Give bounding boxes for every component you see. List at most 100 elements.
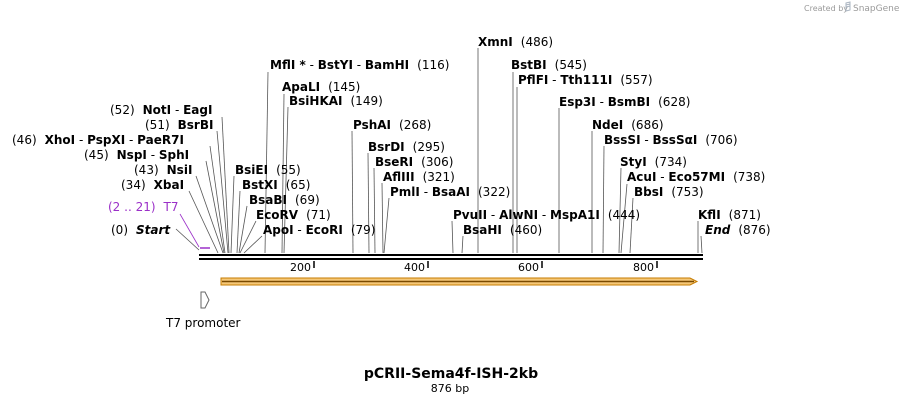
label-part: (51) <box>145 118 170 132</box>
label-part: BsaHI <box>463 223 502 237</box>
ruler-ticks <box>313 261 658 268</box>
label-part: ApoI <box>263 223 294 237</box>
dna-backbone <box>199 254 703 260</box>
label-part: (686) <box>631 118 663 132</box>
label-pflfi: PflFI - Tth111I (557) <box>518 73 653 87</box>
label-part: - <box>306 58 318 72</box>
label-part: (79) <box>351 223 376 237</box>
label-part: (306) <box>421 155 453 169</box>
label-apali: ApaLI (145) <box>282 80 360 94</box>
label-part: (71) <box>306 208 331 222</box>
label-part: AlwNI <box>499 208 538 222</box>
label-start: (0) Start <box>111 223 171 237</box>
label-part: (734) <box>655 155 687 169</box>
label-part: (43) <box>134 163 159 177</box>
label-part: - <box>420 185 432 199</box>
snapgene-logo-icon <box>845 1 851 12</box>
label-part: AflIII <box>383 170 415 184</box>
label-part: (295) <box>413 140 445 154</box>
label-part: PmlI <box>390 185 420 199</box>
label-kfli: KflI (871) <box>698 208 761 222</box>
label-part: End <box>705 223 731 237</box>
label-part: - <box>656 170 668 184</box>
label-part: BstXI <box>242 178 278 192</box>
label-nsii: (43) NsiI <box>134 163 192 177</box>
label-part: PshAI <box>353 118 391 132</box>
label-part: - <box>548 73 560 87</box>
label-bseri: BseRI (306) <box>375 155 453 169</box>
label-part: PvuII <box>453 208 487 222</box>
label-part: - <box>353 58 365 72</box>
label-part: Start <box>136 223 171 237</box>
label-bsihkai: BsiHKAI (149) <box>289 94 383 108</box>
label-part: (145) <box>328 80 360 94</box>
label-part: (871) <box>729 208 761 222</box>
brand-text: SnapGene <box>853 4 900 14</box>
label-part: XhoI <box>45 133 76 147</box>
label-part: (444) <box>608 208 640 222</box>
label-part: (460) <box>510 223 542 237</box>
label-part: (322) <box>478 185 510 199</box>
label-bsiei: BsiEI (55) <box>235 163 301 177</box>
label-part: (116) <box>417 58 449 72</box>
label-part: BsiEI <box>235 163 268 177</box>
label-part: - <box>171 103 183 117</box>
tick-label-600: 600 <box>518 261 539 274</box>
t7-promoter-label: T7 promoter <box>165 316 241 330</box>
label-part: BsiHKAI <box>289 94 343 108</box>
label-acui: AcuI - Eco57MI (738) <box>627 170 765 184</box>
label-bsrdi: BsrDI (295) <box>368 140 445 154</box>
label-part: (876) <box>738 223 770 237</box>
label-apoi: ApoI - EcoRI (79) <box>263 223 375 237</box>
label-part: MflI * <box>270 58 306 72</box>
label-part: BsrDI <box>368 140 405 154</box>
label-part: (2 .. 21) <box>108 200 156 214</box>
label-part: KflI <box>698 208 721 222</box>
label-nspi: (45) NspI - SphI <box>84 148 189 162</box>
label-part: SphI <box>159 148 189 162</box>
label-xbai: (34) XbaI <box>121 178 184 192</box>
label-esp3i: Esp3I - BsmBI (628) <box>559 95 690 109</box>
label-ndei: NdeI (686) <box>592 118 664 132</box>
label-part: (321) <box>423 170 455 184</box>
label-part: (486) <box>521 35 553 49</box>
label-part: NdeI <box>592 118 623 132</box>
promoter-arrow-icon <box>200 291 210 309</box>
label-part: (52) <box>110 103 135 117</box>
label-t7: (2 .. 21) T7 <box>108 200 179 214</box>
label-part: (45) <box>84 148 109 162</box>
label-part: BsrBI <box>178 118 214 132</box>
label-part: MspA1I <box>550 208 600 222</box>
label-afliii: AflIII (321) <box>383 170 455 184</box>
label-part: BstYI <box>318 58 353 72</box>
label-part: (34) <box>121 178 146 192</box>
label-pvuii: PvuII - AlwNI - MspA1I (444) <box>453 208 640 222</box>
label-part: (753) <box>671 185 703 199</box>
label-part: EcoRV <box>256 208 299 222</box>
label-part: NsiI <box>167 163 193 177</box>
label-part: PflFI <box>518 73 548 87</box>
plasmid-size: 876 bp <box>431 382 469 395</box>
label-bbsi: BbsI (753) <box>634 185 704 199</box>
label-part: (0) <box>111 223 128 237</box>
label-part: Esp3I <box>559 95 596 109</box>
label-noti: (52) NotI - EagI <box>110 103 212 117</box>
label-part: (46) <box>12 133 37 147</box>
label-part: Eco57MI <box>668 170 725 184</box>
label-xhoi: (46) XhoI - PspXI - PaeR7I <box>12 133 184 147</box>
label-part: BsmBI <box>608 95 650 109</box>
label-xmni: XmnI (486) <box>478 35 553 49</box>
label-part: BstBI <box>511 58 547 72</box>
label-pshai: PshAI (268) <box>353 118 431 132</box>
label-part: BseRI <box>375 155 413 169</box>
label-part: ApaLI <box>282 80 320 94</box>
label-part: - <box>125 133 137 147</box>
label-part: (55) <box>276 163 301 177</box>
label-styi: StyI (734) <box>620 155 687 169</box>
label-bsahi: BsaHI (460) <box>463 223 542 237</box>
leader-lines <box>175 48 703 254</box>
label-part: - <box>75 133 87 147</box>
label-pmli: PmlI - BsaAI (322) <box>390 185 510 199</box>
snapgene-credit: Created by SnapGene <box>804 1 900 14</box>
